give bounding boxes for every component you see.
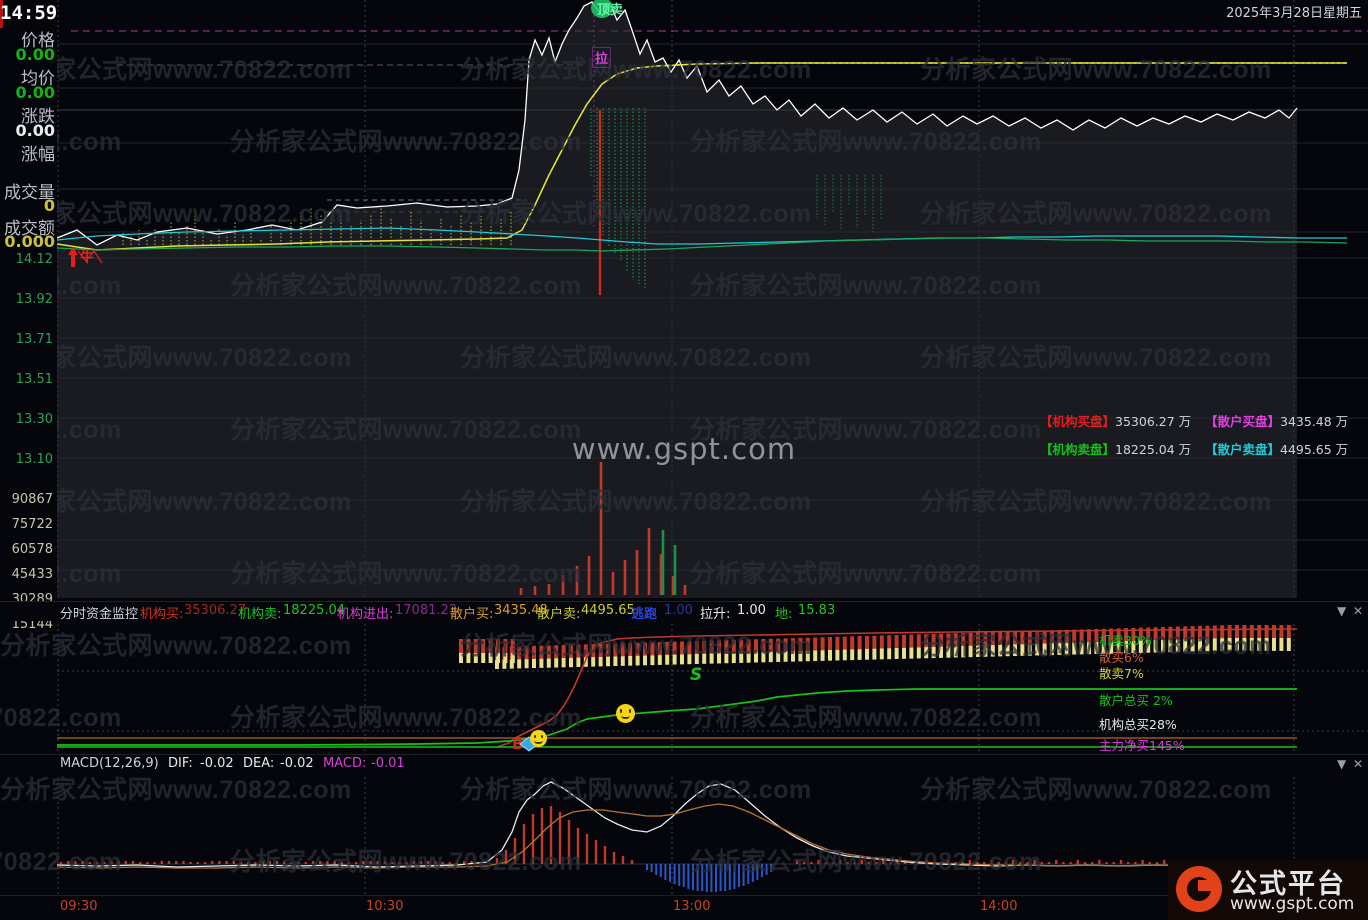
volume-tick-2: 60578: [11, 542, 53, 557]
fund-inst-net-label: 机构进出:: [337, 607, 394, 622]
fund-bar-dropdown-icon[interactable]: ▼: [1337, 604, 1347, 618]
legend-inst-sell-pct: 机卖30%: [1099, 633, 1152, 648]
fund-inst-sell-label: 机构卖:: [238, 607, 282, 622]
red-edge-accent: [0, 0, 3, 28]
label-volume: 成交量: [4, 183, 55, 203]
macd-title: MACD(12,26,9): [60, 756, 159, 771]
top-sell-marker: 顶卖: [591, 0, 627, 20]
time-axis: 09:30 10:30 13:00 14:00: [0, 895, 1368, 920]
volume-tick-3: 45433: [11, 567, 53, 582]
info-inst-sell-key: 【机构卖盘】: [1040, 442, 1116, 457]
fund-bar-close-icon[interactable]: ✕: [1353, 604, 1364, 618]
price-tick-5: 13.10: [15, 452, 53, 467]
price-tick-2: 13.71: [15, 332, 53, 347]
info-retail-sell-key: 【散户卖盘】: [1205, 442, 1281, 457]
label-avg: 均价: [21, 69, 55, 89]
macd-bar-dropdown-icon[interactable]: ▼: [1337, 757, 1347, 771]
value-price: 0.00: [15, 45, 55, 64]
label-change: 涨跌: [21, 107, 55, 127]
macd-bar-close-icon[interactable]: ✕: [1353, 757, 1364, 771]
fund-bar-top-rule: [0, 601, 1368, 602]
fund-floor-label: 地:: [775, 607, 793, 622]
time-tick-0: 09:30: [60, 899, 98, 914]
fund-bar-title: 分时资金监控: [60, 607, 139, 622]
label-price: 价格: [21, 31, 55, 51]
value-volume: 0: [43, 196, 55, 215]
time-tick-1: 10:30: [366, 899, 404, 914]
info-retail-sell: 【散户卖盘】4495.65 万: [1205, 439, 1348, 458]
legend-inst-total: 机构总买28%: [1099, 717, 1177, 732]
label-amount: 成交额: [4, 219, 55, 239]
macd-bar: MACD(12,26,9) DIF: -0.02 DEA: -0.02 MACD…: [0, 754, 1368, 774]
info-retail-sell-value: 4495.65 万: [1280, 442, 1349, 457]
macd-dea-value: -0.02: [280, 756, 314, 771]
price-tick-4: 13.30: [15, 412, 53, 427]
fund-pull-label: 拉升:: [700, 607, 731, 622]
info-inst-sell: 【机构卖盘】18225.04 万: [1040, 439, 1191, 458]
smiley-face-2: [616, 704, 635, 723]
current-time: 14:59: [0, 2, 58, 24]
label-pct: 涨幅: [21, 145, 55, 165]
fund-retail-sell-value: 4495.65: [581, 603, 635, 618]
date-label: 2025年3月28日星期五: [1226, 6, 1362, 21]
volume-tick-0: 90867: [11, 492, 53, 507]
value-avg: 0.00: [15, 83, 55, 102]
fund-retail-buy-value: 3435.48: [494, 603, 548, 618]
time-tick-2: 13:00: [673, 899, 711, 914]
legend-main-net: 主力净买145%: [1099, 738, 1185, 753]
fund-trend-label: 逃跑: [631, 607, 658, 622]
info-inst-buy-key: 【机构买盘】: [1040, 414, 1116, 429]
pull-marker: 拉: [592, 47, 612, 68]
info-retail-buy-value: 3435.48 万: [1280, 414, 1349, 429]
legend-retail-buy-pct: 散买6%: [1099, 650, 1144, 665]
svg-text:牛: 牛: [80, 249, 94, 266]
legend-retail-total: 散户总买 2%: [1099, 693, 1173, 708]
macd-macd-value: -0.01: [371, 756, 405, 771]
time-tick-3: 14:00: [980, 899, 1018, 914]
fund-pull-value: 1.00: [737, 603, 766, 618]
info-retail-buy: 【散户买盘】3435.48 万: [1205, 411, 1348, 430]
fund-inst-buy-label: 机构买:: [140, 607, 184, 622]
fund-inst-buy-value: 35306.27: [184, 603, 247, 618]
gspt-logo: 公式平台 www.gspt.com: [1168, 860, 1368, 920]
smiley-face-1: [530, 730, 547, 747]
value-change: 0.00: [15, 121, 55, 140]
price-tick-1: 13.92: [15, 292, 53, 307]
value-amount: 0.000: [4, 232, 55, 251]
logo-text-url: www.gspt.com: [1230, 894, 1355, 914]
info-retail-buy-key: 【散户买盘】: [1205, 414, 1281, 429]
price-panel: 顶卖 拉: [57, 0, 1368, 598]
macd-dea-label: DEA:: [243, 756, 275, 771]
bull-marker: 牛: [64, 243, 116, 269]
macd-bar-top-rule: [0, 754, 1368, 755]
info-inst-sell-value: 18225.04 万: [1115, 442, 1192, 457]
time-axis-rule: [0, 895, 1368, 896]
price-tick-0: 14.12: [15, 252, 53, 267]
fund-retail-sell-label: 散户卖:: [537, 607, 581, 622]
logo-text-cn: 公式平台: [1230, 869, 1346, 900]
volume-tick-1: 75722: [11, 517, 53, 532]
fund-monitor-bar: 分时资金监控 机构买: 35306.27 机构卖: 18225.04 机构进出:…: [0, 601, 1368, 622]
fund-retail-buy-label: 散户买:: [450, 607, 494, 622]
macd-macd-label: MACD:: [323, 756, 367, 771]
sell-marker-s: S: [690, 665, 703, 685]
fund-floor-value: 15.83: [798, 603, 836, 618]
fund-trend-value: 1.00: [664, 603, 693, 618]
info-inst-buy-value: 35306.27 万: [1115, 414, 1192, 429]
price-tick-3: 13.51: [15, 372, 53, 387]
fund-flow-panel: B S 机卖30% 散买6% 散卖7% 散户总买 2% 机构总买28% 主力净买…: [57, 619, 1368, 753]
macd-dif-label: DIF:: [168, 756, 193, 771]
left-info-column: 14:59 价格 0.00 均价 0.00 涨跌 0.00 涨幅 成交量 0 成…: [0, 0, 58, 632]
fund-inst-net-value: 17081.23: [395, 603, 458, 618]
fund-inst-sell-value: 18225.04: [283, 603, 346, 618]
macd-dif-value: -0.02: [200, 756, 234, 771]
buy-marker-b: B: [512, 735, 524, 753]
macd-panel: [57, 772, 1368, 895]
legend-retail-sell-pct: 散卖7%: [1099, 666, 1144, 681]
logo-g-bar: [1198, 880, 1220, 891]
info-inst-buy: 【机构买盘】35306.27 万: [1040, 411, 1191, 430]
